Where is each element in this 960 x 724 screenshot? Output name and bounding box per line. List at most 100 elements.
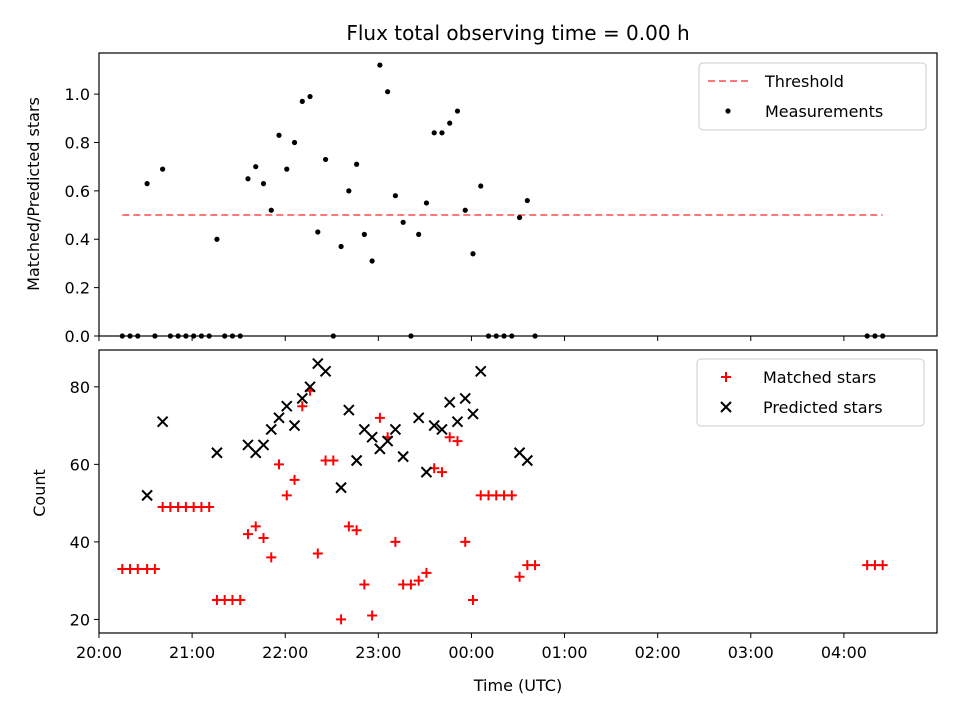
measurement-point bbox=[167, 333, 173, 339]
x-tick-label: 03:00 bbox=[728, 643, 774, 662]
matched-star-point bbox=[250, 521, 261, 532]
measurement-point bbox=[152, 333, 158, 339]
series-measurements bbox=[119, 62, 886, 339]
predicted-star-point bbox=[521, 454, 534, 467]
measurement-point bbox=[447, 120, 453, 126]
predicted-star-point bbox=[265, 423, 277, 436]
predicted-star-point bbox=[451, 416, 464, 428]
predicted-star-point bbox=[381, 435, 394, 447]
measurement-point bbox=[307, 93, 313, 100]
predicted-star-point bbox=[304, 381, 316, 393]
x-tick-label: 02:00 bbox=[635, 643, 681, 662]
legend-predicted-swatch bbox=[720, 401, 732, 413]
matched-star-point bbox=[289, 474, 300, 485]
matched-star-point bbox=[336, 614, 347, 625]
legend-measurement-swatch bbox=[725, 108, 731, 114]
predicted-star-point bbox=[273, 412, 285, 424]
matched-star-point bbox=[405, 579, 416, 590]
measurement-point bbox=[516, 214, 523, 221]
measurement-point bbox=[260, 181, 267, 187]
predicted-star-point bbox=[459, 392, 471, 405]
measurement-point bbox=[135, 333, 141, 339]
measurement-point bbox=[229, 333, 236, 339]
measurement-point bbox=[462, 207, 468, 213]
panel-count: 20 40 60 80 20:00 21:00 22:00 23:00 00:00 01:00 02… bbox=[70, 349, 938, 662]
measurement-point bbox=[330, 333, 336, 339]
measurement-point bbox=[400, 219, 406, 225]
matched-star-point bbox=[297, 401, 308, 412]
measurement-point bbox=[191, 333, 197, 339]
measurement-point bbox=[322, 156, 329, 163]
predicted-star-point bbox=[281, 400, 293, 412]
predicted-star-point bbox=[343, 404, 355, 416]
measurement-point bbox=[198, 333, 205, 339]
x-tick-label: 00:00 bbox=[448, 643, 494, 662]
predicted-star-point bbox=[288, 419, 301, 432]
measurement-point bbox=[354, 161, 360, 167]
predicted-star-point bbox=[389, 423, 402, 436]
predicted-star-point bbox=[475, 365, 487, 378]
y-tick-label: 0.6 bbox=[65, 182, 90, 201]
matched-star-point bbox=[274, 459, 285, 470]
matched-star-point bbox=[390, 536, 401, 547]
measurement-point bbox=[385, 89, 391, 95]
measurement-point bbox=[470, 251, 476, 257]
x-tick-label: 04:00 bbox=[821, 643, 867, 662]
measurement-point bbox=[408, 333, 414, 339]
matched-star-point bbox=[204, 502, 215, 513]
matched-star-point bbox=[312, 548, 323, 559]
predicted-star-point bbox=[420, 466, 433, 478]
measurement-point bbox=[127, 333, 133, 339]
measurement-point bbox=[478, 183, 484, 189]
matched-star-point bbox=[460, 536, 471, 547]
matched-star-point bbox=[281, 490, 292, 501]
matched-star-point bbox=[242, 529, 253, 540]
legend-entry-label: Matched stars bbox=[763, 368, 876, 387]
measurement-point bbox=[175, 333, 181, 339]
matched-star-point bbox=[436, 467, 447, 478]
matched-star-point bbox=[367, 610, 378, 621]
measurement-point bbox=[369, 258, 375, 264]
y-tick-label: 0.2 bbox=[65, 279, 90, 298]
predicted-star-point bbox=[436, 423, 448, 436]
legend-matched-swatch bbox=[721, 372, 731, 382]
predicted-star-point bbox=[350, 454, 363, 467]
predicted-star-point bbox=[397, 450, 409, 463]
y-tick-label: 60 bbox=[70, 455, 90, 474]
matched-star-point bbox=[530, 560, 541, 571]
measurement-point bbox=[160, 166, 166, 172]
x-tick-label: 21:00 bbox=[169, 643, 215, 662]
series-matched-stars bbox=[117, 385, 888, 625]
matched-star-point bbox=[149, 564, 160, 575]
y-tick-label: 40 bbox=[70, 533, 90, 552]
measurement-point bbox=[276, 132, 282, 138]
measurement-point bbox=[493, 333, 499, 339]
y-tick-label: 80 bbox=[70, 378, 90, 397]
matched-star-point bbox=[258, 533, 269, 544]
measurement-point bbox=[392, 193, 399, 199]
x-tick-label: 01:00 bbox=[542, 643, 588, 662]
matched-star-point bbox=[506, 490, 517, 501]
measurement-point bbox=[501, 333, 507, 339]
measurement-point bbox=[237, 333, 243, 339]
panel-ratio: 0.0 0.2 0.4 0.6 0.8 1.0 Threshold Measurements bbox=[65, 52, 938, 346]
chart-title: Flux total observing time = 0.00 h bbox=[346, 21, 689, 45]
measurement-point bbox=[291, 139, 298, 146]
measurement-point bbox=[485, 333, 492, 339]
matched-star-point bbox=[132, 564, 143, 575]
legend: Matched stars Predicted stars bbox=[696, 358, 925, 427]
y-tick-label: 0.4 bbox=[65, 230, 90, 249]
measurement-point bbox=[284, 166, 290, 172]
measurement-point bbox=[509, 333, 515, 339]
matched-star-point bbox=[877, 560, 888, 571]
x-tick-label: 23:00 bbox=[355, 643, 401, 662]
measurement-point bbox=[532, 333, 538, 339]
matched-star-point bbox=[421, 567, 432, 578]
legend-box bbox=[696, 358, 925, 427]
predicted-star-point bbox=[335, 481, 347, 494]
measurement-point bbox=[880, 333, 886, 339]
measurement-point bbox=[268, 207, 274, 213]
x-tick-label: 22:00 bbox=[262, 643, 308, 662]
predicted-star-point bbox=[319, 365, 332, 378]
